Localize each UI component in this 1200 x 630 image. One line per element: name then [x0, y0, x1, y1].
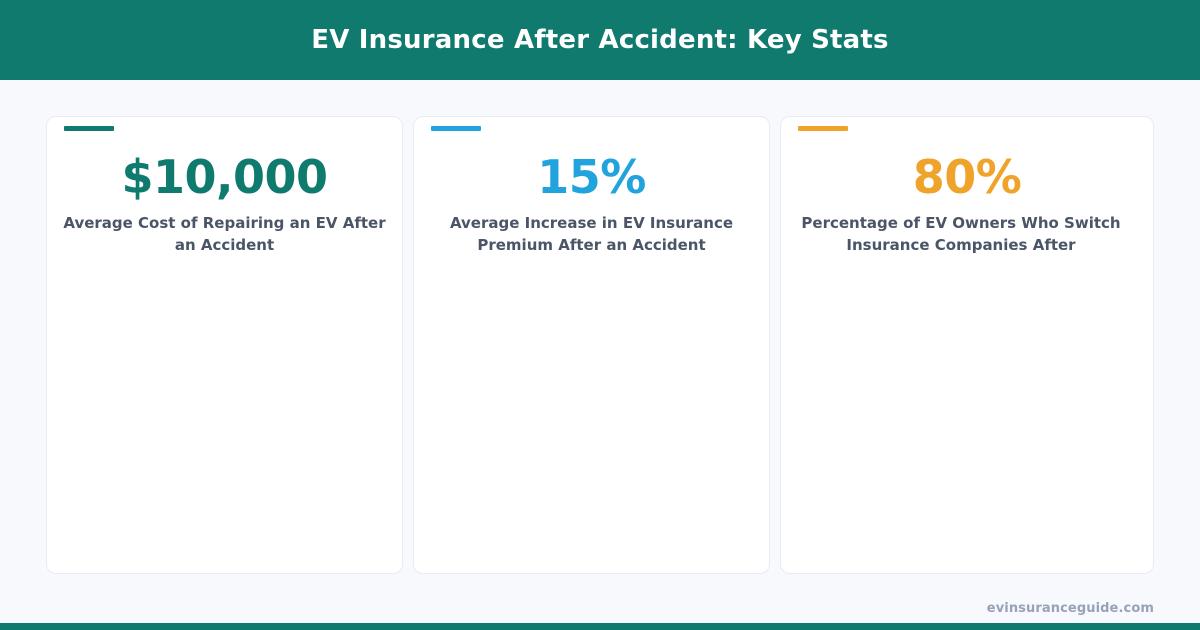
stat-cards-container: $10,000 Average Cost of Repairing an EV …: [46, 116, 1154, 574]
accent-bar: [431, 126, 481, 131]
stat-label: Average Increase in EV Insurance Premium…: [449, 214, 734, 255]
stat-value: 80%: [912, 150, 1022, 204]
stat-value: 15%: [537, 150, 646, 204]
header-bar: EV Insurance After Accident: Key Stats: [0, 0, 1200, 80]
stat-card: 15% Average Increase in EV Insurance Pre…: [413, 116, 770, 574]
footer-attribution: evinsuranceguide.com: [986, 601, 1154, 616]
page-title: EV Insurance After Accident: Key Stats: [311, 25, 889, 55]
footer-bar: [0, 623, 1200, 630]
stat-value: $10,000: [121, 150, 328, 204]
accent-bar: [798, 126, 848, 131]
stat-label: Average Cost of Repairing an EV After an…: [63, 214, 386, 255]
stat-card: $10,000 Average Cost of Repairing an EV …: [46, 116, 403, 574]
accent-bar: [64, 126, 114, 131]
stat-card: 80% Percentage of EV Owners Who Switch I…: [780, 116, 1154, 574]
stat-label: Percentage of EV Owners Who Switch Insur…: [801, 214, 1121, 255]
